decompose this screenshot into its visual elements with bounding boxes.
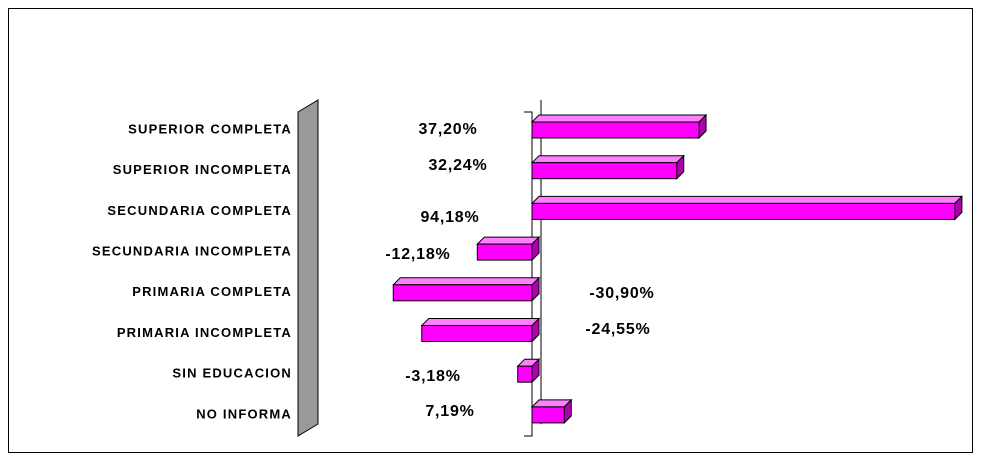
bar-top [530,195,964,204]
bar [421,325,533,342]
category-label: NO INFORMA [196,406,292,421]
bar-top [392,277,541,286]
value-label: 7,19% [425,403,474,420]
value-label: 37,20% [418,121,477,138]
value-label: -24,55% [585,321,650,338]
value-label: 94,18% [420,209,479,226]
category-label: SECUNDARIA INCOMPLETA [92,244,292,259]
value-label: -30,90% [589,285,654,302]
bar [531,406,565,424]
bar-top [530,114,708,123]
bar [531,202,956,220]
bar [531,121,700,139]
bar [517,365,533,383]
category-label: SUPERIOR COMPLETA [128,121,292,136]
value-label: 32,24% [428,157,487,174]
value-label: -12,18% [385,246,450,263]
bar-top [420,318,541,326]
category-label: SIN EDUCACION [172,366,292,381]
bar [476,243,533,261]
category-label: SUPERIOR INCOMPLETA [113,162,292,177]
bar [392,284,533,302]
zero-axis-front [524,111,533,437]
bar-top [530,155,685,164]
category-label: PRIMARIA COMPLETA [132,284,292,299]
bar-top [476,236,541,245]
category-axis-wall [297,99,319,437]
chart-border [8,8,973,453]
category-label: PRIMARIA INCOMPLETA [117,325,292,340]
category-label: SECUNDARIA COMPLETA [107,203,292,218]
value-label: -3,18% [405,368,461,385]
bar [531,162,678,180]
